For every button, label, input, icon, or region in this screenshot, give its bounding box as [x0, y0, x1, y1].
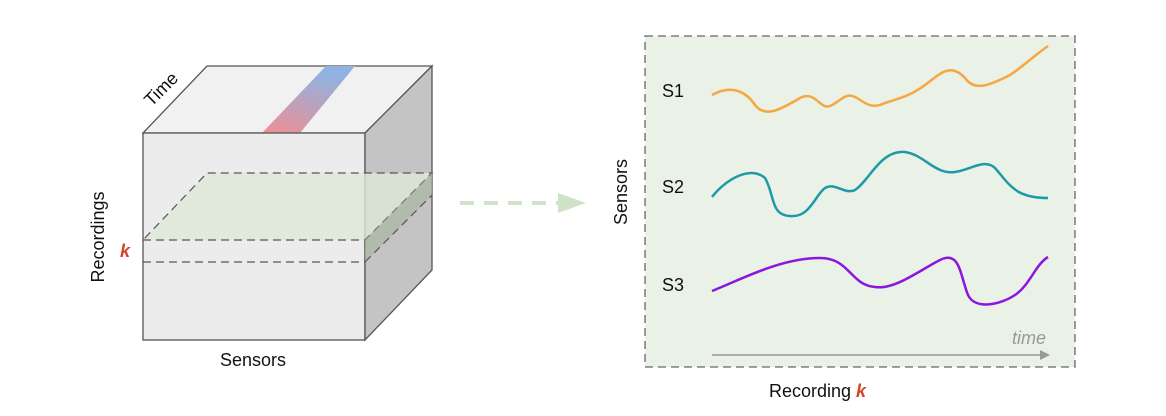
slice-line — [364, 194, 433, 263]
signal-curve — [711, 44, 1049, 113]
time-arrowhead — [1040, 350, 1050, 360]
sensors-label: Sensors — [220, 350, 286, 370]
signal-curve — [711, 150, 1049, 218]
slice-side — [365, 173, 432, 262]
caption: Recording — [769, 381, 851, 401]
caption-k: k — [856, 381, 867, 401]
series-label: S1 — [662, 81, 684, 101]
series-label: S2 — [662, 177, 684, 197]
series-label: S3 — [662, 275, 684, 295]
panel-box — [644, 35, 1076, 368]
sensors-axis-label: Sensors — [611, 159, 631, 225]
signal-curve — [711, 255, 1049, 306]
recordings-label: Recordings — [88, 191, 108, 282]
arrow — [460, 193, 586, 213]
time-axis-label: time — [1012, 328, 1046, 348]
panel: Sensors S1 S2 S3 time — [611, 35, 1076, 368]
cube: Time Recordings k Sensors — [88, 64, 434, 370]
k-label: k — [120, 241, 131, 261]
time-strip — [262, 66, 355, 133]
